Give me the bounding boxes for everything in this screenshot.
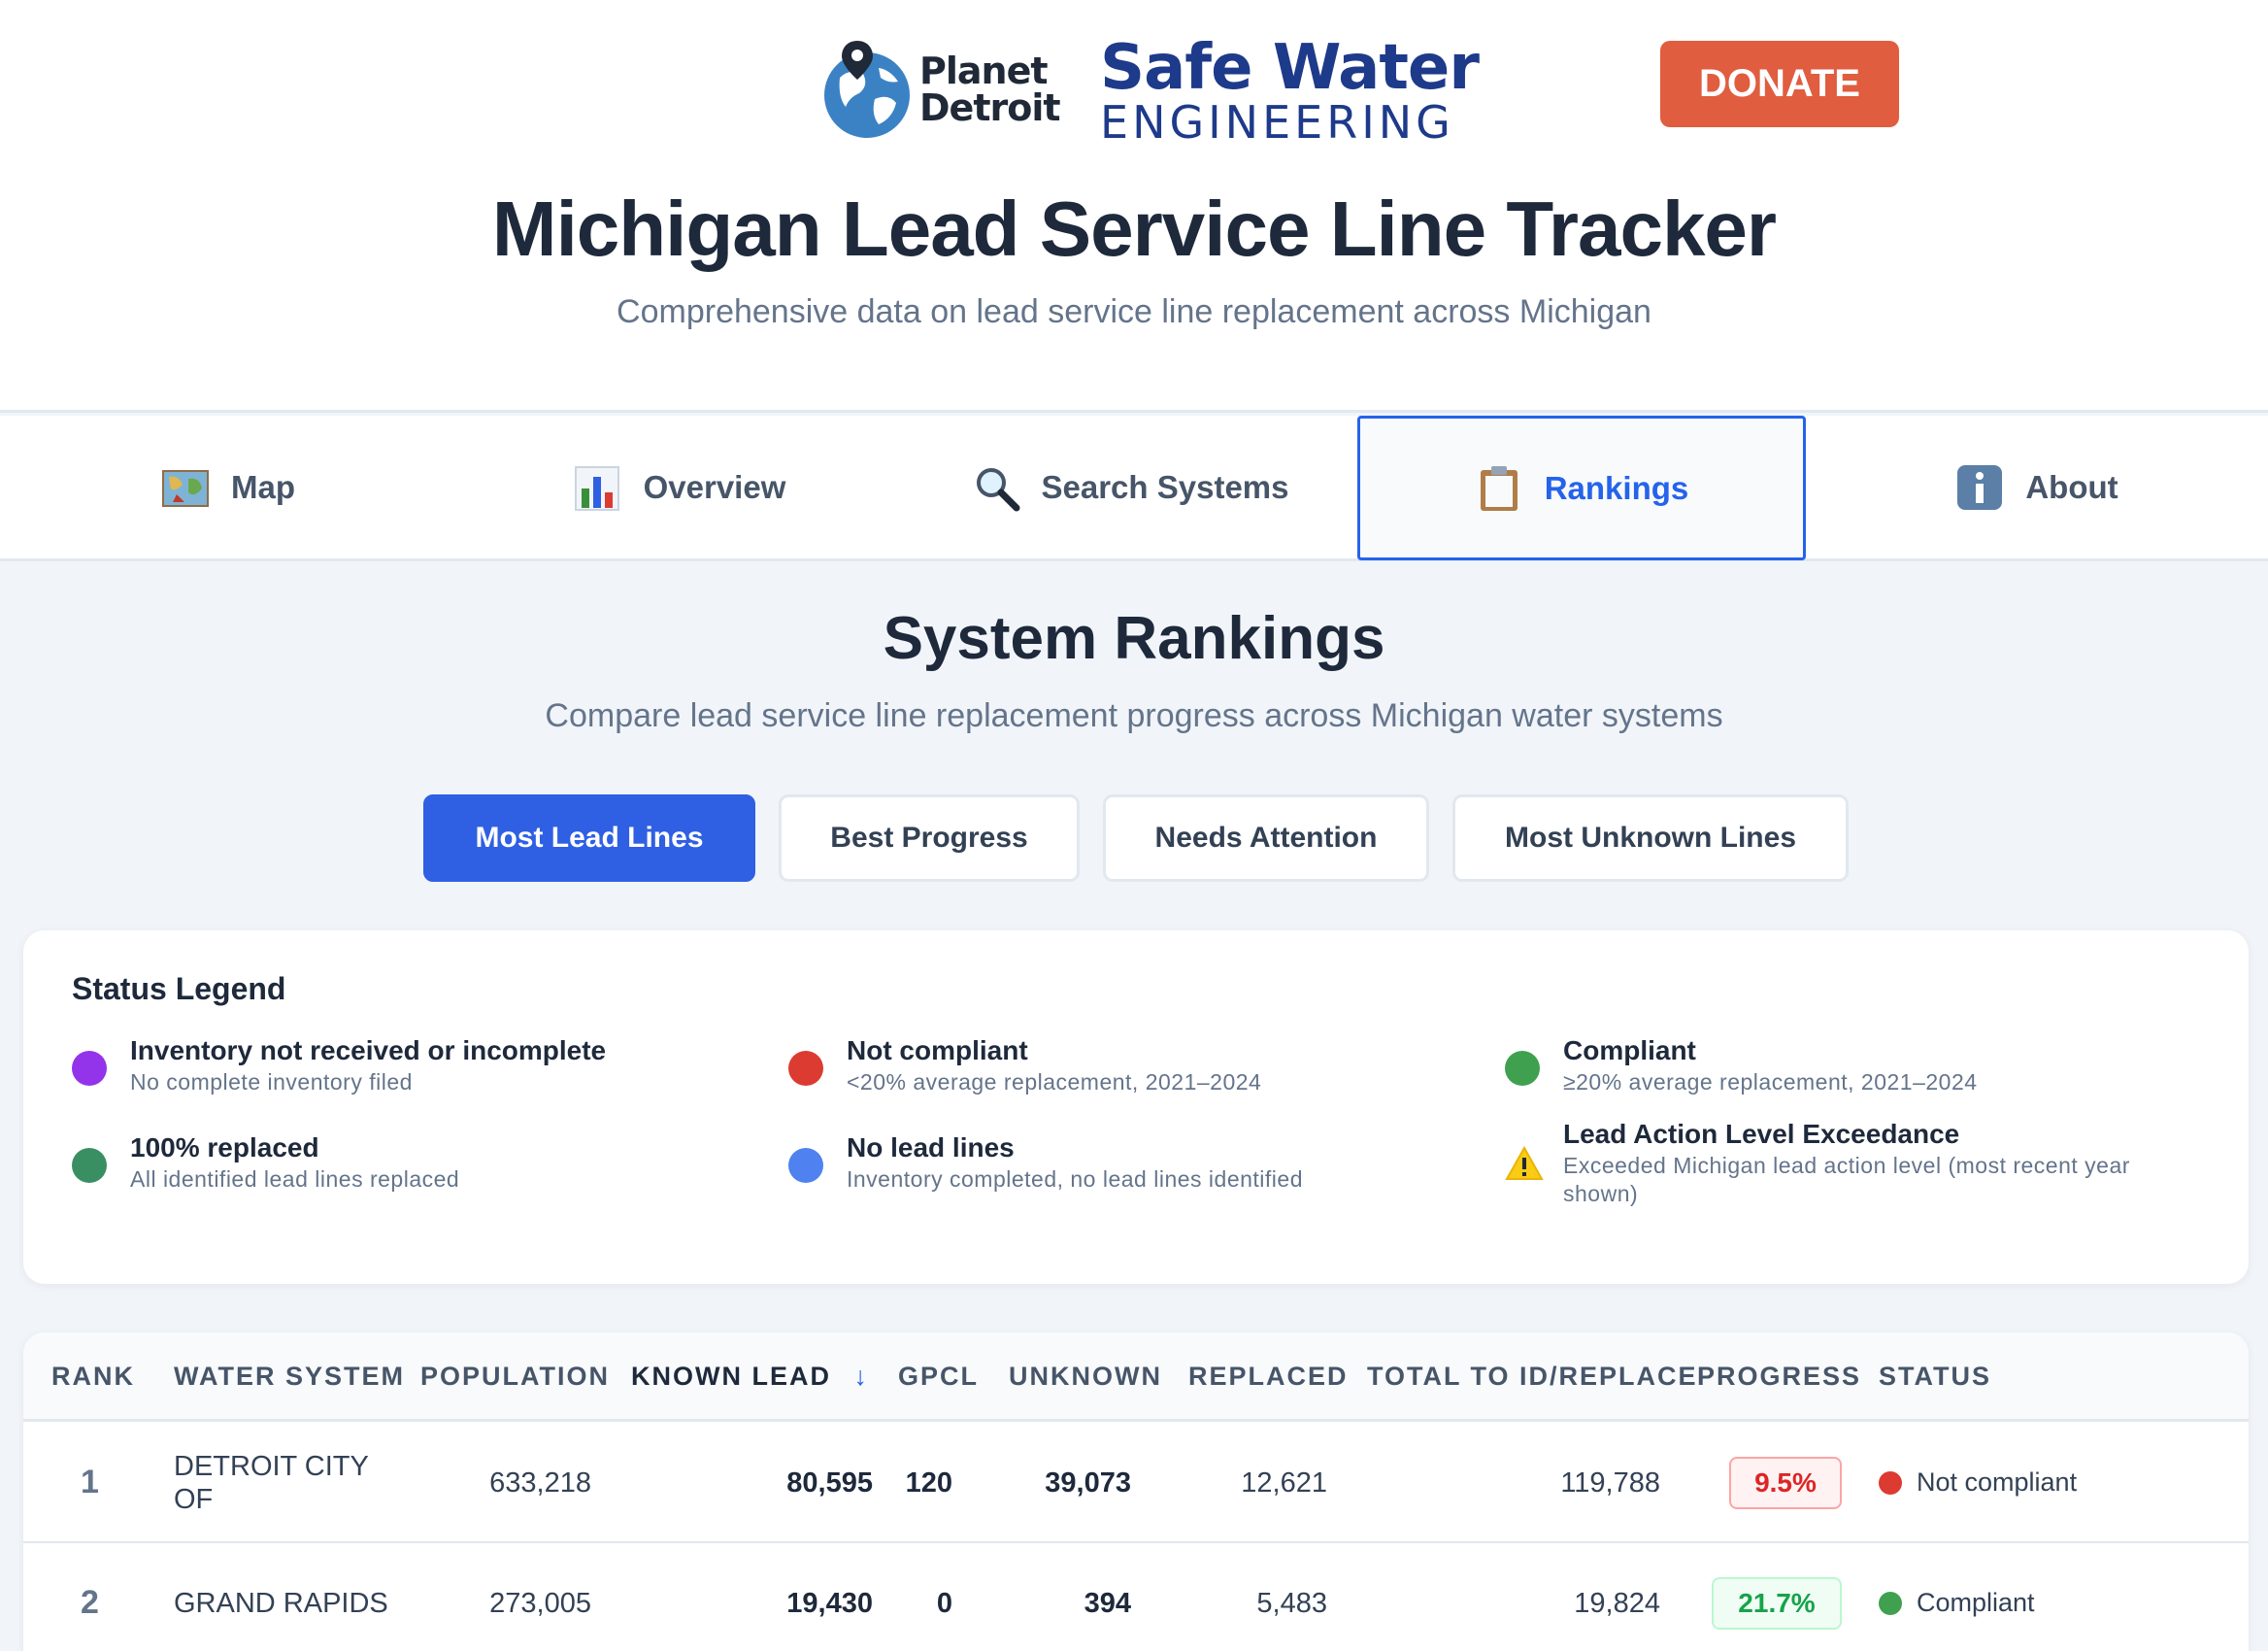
- safe-water-engineering-logo[interactable]: Safe Water ENGINEERING: [1100, 32, 1480, 149]
- page-subtitle: Comprehensive data on lead service line …: [617, 293, 1651, 330]
- green-dot-icon: [1505, 1051, 1540, 1086]
- row-rank: 2: [81, 1584, 99, 1621]
- col-total[interactable]: TOTAL TO ID/REPLACE: [1367, 1362, 1698, 1391]
- rankings-table: RANK WATER SYSTEM POPULATION KNOWN LEAD …: [23, 1332, 2249, 1651]
- filter-most-lead-lines[interactable]: Most Lead Lines: [423, 794, 755, 882]
- col-progress[interactable]: PROGRESS: [1697, 1362, 1862, 1391]
- row-unknown: 39,073: [1045, 1467, 1131, 1499]
- tab-map-label: Map: [231, 469, 295, 505]
- col-known-lead[interactable]: KNOWN LEAD ↓: [631, 1362, 869, 1391]
- globe-icon: [820, 39, 914, 140]
- map-icon: [161, 463, 210, 512]
- section-title: System Rankings: [883, 605, 1385, 672]
- table-row[interactable]: 1 DETROIT CITY OF 633,218 80,595 120 39,…: [23, 1423, 2249, 1543]
- row-replaced: 12,621: [1241, 1467, 1327, 1499]
- row-status: Not compliant: [1917, 1467, 2078, 1497]
- planet-detroit-line1: Planet: [919, 50, 1049, 92]
- clipboard-icon: [1475, 464, 1523, 513]
- planet-detroit-line2: Detroit: [919, 86, 1061, 129]
- tab-search-systems[interactable]: Search Systems: [903, 416, 1357, 559]
- filter-best-progress[interactable]: Best Progress: [779, 794, 1080, 882]
- col-gpcl[interactable]: GPCL: [898, 1362, 980, 1391]
- col-status[interactable]: STATUS: [1879, 1362, 1991, 1391]
- row-unknown: 394: [1084, 1588, 1131, 1619]
- row-gpcl: 120: [905, 1467, 952, 1499]
- row-status: Compliant: [1917, 1588, 2035, 1617]
- sort-arrow-icon: ↓: [853, 1362, 869, 1391]
- row-population: 633,218: [489, 1467, 591, 1499]
- row-population: 273,005: [489, 1588, 591, 1619]
- tab-overview-label: Overview: [643, 469, 786, 505]
- tab-rankings-label: Rankings: [1544, 469, 1689, 506]
- row-total: 19,824: [1574, 1588, 1660, 1619]
- row-total: 119,788: [1560, 1467, 1660, 1499]
- table-row[interactable]: 2 GRAND RAPIDS 273,005 19,430 0 394 5,48…: [23, 1543, 2249, 1651]
- donate-button[interactable]: DONATE: [1660, 41, 1899, 127]
- main-nav: Map Overview Search Systems: [0, 416, 2268, 561]
- tab-search-label: Search Systems: [1041, 469, 1289, 505]
- row-system: GRAND RAPIDS: [174, 1588, 388, 1619]
- red-dot-icon: [788, 1051, 823, 1086]
- safe-water-line2: ENGINEERING: [1100, 96, 1454, 149]
- dark-green-dot-icon: [72, 1148, 107, 1183]
- warning-icon: [1505, 1145, 1544, 1181]
- row-known-lead: 19,430: [786, 1588, 873, 1619]
- filter-most-unknown-lines[interactable]: Most Unknown Lines: [1452, 794, 1849, 882]
- bar-chart-icon: [574, 463, 622, 512]
- row-replaced: 5,483: [1256, 1588, 1327, 1619]
- col-replaced[interactable]: REPLACED: [1188, 1362, 1349, 1391]
- planet-detroit-logo[interactable]: Planet Detroit: [820, 39, 1061, 140]
- tab-about-label: About: [2025, 469, 2118, 505]
- col-water-system[interactable]: WATER SYSTEM: [174, 1362, 406, 1391]
- blue-dot-icon: [788, 1148, 823, 1183]
- section-subtitle: Compare lead service line replacement pr…: [545, 697, 1723, 734]
- tab-overview[interactable]: Overview: [456, 416, 903, 559]
- filter-needs-attention[interactable]: Needs Attention: [1103, 794, 1429, 882]
- info-icon: [1955, 463, 2004, 512]
- purple-dot-icon: [72, 1051, 107, 1086]
- row-rank: 1: [81, 1464, 99, 1500]
- status-dot-icon: [1879, 1592, 1902, 1615]
- safe-water-line1: Safe Water: [1100, 32, 1480, 104]
- progress-badge: 21.7%: [1712, 1577, 1842, 1630]
- tab-map[interactable]: Map: [0, 416, 456, 559]
- tab-rankings[interactable]: Rankings: [1357, 416, 1806, 560]
- table-header: RANK WATER SYSTEM POPULATION KNOWN LEAD …: [23, 1332, 2249, 1422]
- row-system: DETROIT CITY OF: [174, 1451, 369, 1515]
- status-legend: Status Legend Inventory not received or …: [23, 930, 2249, 1284]
- status-dot-icon: [1879, 1471, 1902, 1495]
- row-known-lead: 80,595: [786, 1467, 873, 1499]
- legend-title: Status Legend: [72, 971, 286, 1006]
- col-population[interactable]: POPULATION: [420, 1362, 610, 1391]
- page-title: Michigan Lead Service Line Tracker: [491, 185, 1777, 272]
- progress-badge: 9.5%: [1729, 1457, 1842, 1509]
- magnifier-icon: [972, 463, 1020, 512]
- row-gpcl: 0: [936, 1588, 952, 1619]
- col-unknown[interactable]: UNKNOWN: [1009, 1362, 1162, 1391]
- site-header: Planet Detroit Safe Water ENGINEERING DO…: [0, 0, 2268, 413]
- col-rank[interactable]: RANK: [51, 1362, 135, 1391]
- tab-about[interactable]: About: [1806, 416, 2268, 559]
